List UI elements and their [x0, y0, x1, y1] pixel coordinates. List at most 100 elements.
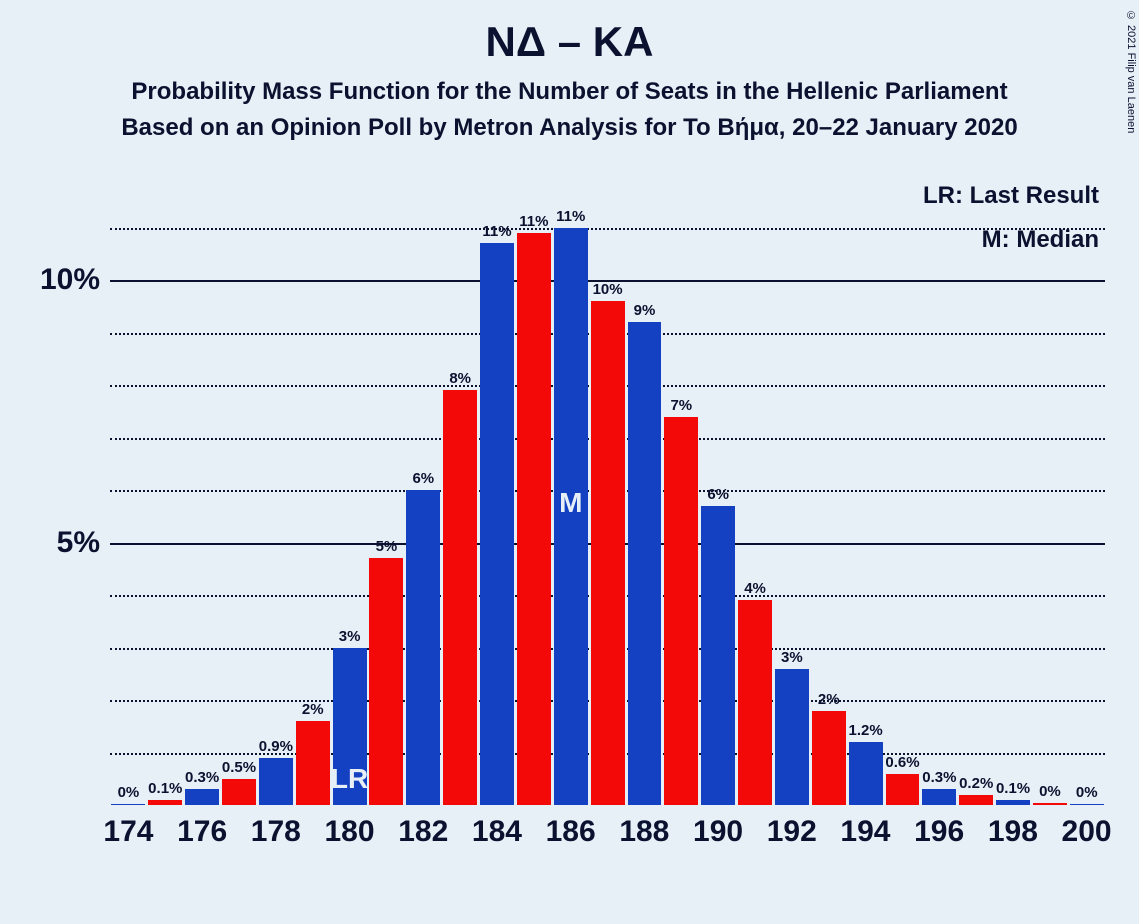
bar-annotation: LR	[331, 763, 368, 795]
bar: 10%	[591, 301, 625, 805]
bar-slot: 4%	[737, 175, 774, 805]
bar: 11%	[480, 243, 514, 805]
bars-container: 0%0.1%0.3%0.5%0.9%2%3%LR5%6%8%11%11%11%M…	[110, 175, 1105, 805]
bar: 11%M	[554, 228, 588, 806]
x-axis-label: 194	[829, 815, 903, 849]
bar: 0.3%	[922, 789, 956, 805]
chart-subtitle-2: Based on an Opinion Poll by Metron Analy…	[0, 114, 1139, 142]
bar-slot: 3% LR	[331, 175, 368, 805]
bar-slot: 6%	[700, 175, 737, 805]
bar: 11%	[517, 233, 551, 805]
bar-slot: 1.2%	[847, 175, 884, 805]
bar-slot: 9%	[626, 175, 663, 805]
bar-annotation: M	[559, 487, 582, 519]
bar-slot: 8%	[442, 175, 479, 805]
x-axis-label: 200	[1050, 815, 1124, 849]
bar-value-label: 0.3%	[922, 769, 956, 786]
bar: 4%	[738, 600, 772, 805]
bar-value-label: 0.6%	[885, 754, 919, 771]
bar: 6%	[406, 490, 440, 805]
bar-value-label: 2%	[302, 701, 324, 718]
bar-value-label: 0.9%	[259, 738, 293, 755]
bar: 3%	[775, 669, 809, 806]
bar-slot: 0%	[1068, 175, 1105, 805]
x-axis-label: 176	[165, 815, 239, 849]
bar-value-label: 2%	[818, 691, 840, 708]
bar-value-label: 8%	[449, 370, 471, 387]
bar-value-label: 11%	[556, 208, 585, 225]
x-axis-label: 198	[976, 815, 1050, 849]
bar-value-label: 0.3%	[185, 769, 219, 786]
x-axis-label: 196	[902, 815, 976, 849]
chart-subtitle-1: Probability Mass Function for the Number…	[0, 78, 1139, 106]
bar-slot: 11% M	[552, 175, 589, 805]
bar: 8%	[443, 390, 477, 805]
bar: 0.1%	[148, 800, 182, 805]
bar-slot: 0.6%	[884, 175, 921, 805]
bar-slot: 5%	[368, 175, 405, 805]
bar-value-label: 7%	[670, 397, 692, 414]
bar: 1.2%	[849, 742, 883, 805]
bar-slot: 0.3%	[921, 175, 958, 805]
bar-value-label: 9%	[634, 302, 656, 319]
bar: 0%	[1033, 803, 1067, 805]
bar-slot: 3%	[773, 175, 810, 805]
x-axis-label: 188	[608, 815, 682, 849]
bar-slot: 0.5%	[221, 175, 258, 805]
x-axis-label: 180	[313, 815, 387, 849]
x-axis-label: 184	[460, 815, 534, 849]
x-axis-label: 190	[681, 815, 755, 849]
bar-slot: 0%	[110, 175, 147, 805]
y-axis-label: 5%	[57, 526, 100, 560]
x-axis-label: 174	[92, 815, 166, 849]
bar: 0.3%	[185, 789, 219, 805]
bar-value-label: 6%	[412, 470, 434, 487]
copyright: © 2021 Filip van Laenen	[1125, 10, 1137, 133]
bar-value-label: 11%	[519, 213, 548, 230]
bar: 7%	[664, 417, 698, 806]
bar: 0.6%	[886, 774, 920, 806]
x-axis-label: 192	[755, 815, 829, 849]
bar: 0%	[111, 804, 145, 805]
bar-value-label: 4%	[744, 580, 766, 597]
bar-value-label: 1.2%	[849, 722, 883, 739]
bar-slot: 2%	[810, 175, 847, 805]
bar-value-label: 10%	[593, 281, 623, 298]
bar-value-label: 0.1%	[148, 780, 182, 797]
bar: 5%	[369, 558, 403, 805]
bar: 3%LR	[333, 648, 367, 806]
x-axis-label: 178	[239, 815, 313, 849]
bar-slot: 11%	[479, 175, 516, 805]
bar-slot: 6%	[405, 175, 442, 805]
chart-title: ΝΔ – ΚΑ	[0, 18, 1139, 66]
bar-slot: 10%	[589, 175, 626, 805]
bar-slot: 0.1%	[995, 175, 1032, 805]
bar-slot: 11%	[515, 175, 552, 805]
bar-value-label: 0.1%	[996, 780, 1030, 797]
bar: 9%	[628, 322, 662, 805]
bar-value-label: 0.5%	[222, 759, 256, 776]
bar: 0.9%	[259, 758, 293, 805]
bar-value-label: 0.2%	[959, 775, 993, 792]
bar-slot: 0%	[1031, 175, 1068, 805]
bar-slot: 0.1%	[147, 175, 184, 805]
bar-value-label: 0%	[1039, 783, 1061, 800]
bar-value-label: 6%	[707, 486, 729, 503]
bar: 0.5%	[222, 779, 256, 805]
bar-value-label: 3%	[339, 628, 361, 645]
bar-value-label: 11%	[482, 223, 511, 240]
x-axis: 1741761781801821841861881901921941961982…	[92, 815, 1124, 849]
chart-plot-area: 5%10% 0%0.1%0.3%0.5%0.9%2%3%LR5%6%8%11%1…	[110, 175, 1105, 805]
bar-slot: 0.3%	[184, 175, 221, 805]
bar: 0.1%	[996, 800, 1030, 805]
x-axis-label: 186	[534, 815, 608, 849]
bar: 2%	[812, 711, 846, 806]
title-block: ΝΔ – ΚΑ Probability Mass Function for th…	[0, 0, 1139, 142]
y-axis-label: 10%	[40, 263, 100, 297]
bar: 6%	[701, 506, 735, 805]
bar-slot: 0.9%	[257, 175, 294, 805]
bar-value-label: 0%	[1076, 784, 1098, 801]
bar: 2%	[296, 721, 330, 805]
bar-value-label: 0%	[118, 784, 140, 801]
bar-value-label: 5%	[376, 538, 398, 555]
